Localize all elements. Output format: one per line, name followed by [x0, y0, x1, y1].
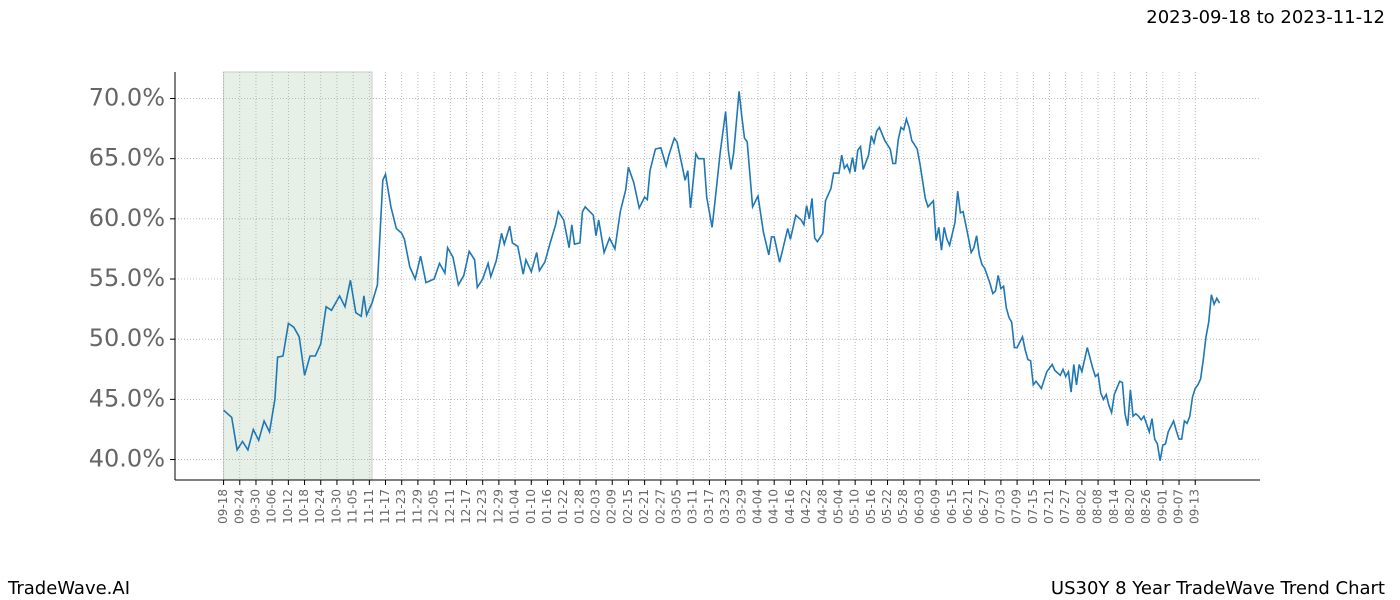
x-tick-label: 01-22	[556, 489, 570, 524]
x-tick-label: 08-26	[1139, 489, 1153, 524]
y-tick-label: 50.0%	[89, 324, 165, 352]
x-tick-label: 11-29	[410, 489, 424, 524]
x-tick-label: 04-04	[750, 489, 764, 524]
x-tick-label: 10-18	[297, 489, 311, 524]
x-tick-label: 06-27	[977, 489, 991, 524]
y-tick-label: 40.0%	[89, 445, 165, 473]
y-tick-label: 65.0%	[89, 144, 165, 172]
x-tick-label: 07-03	[993, 489, 1007, 524]
x-tick-label: 03-23	[718, 489, 732, 524]
x-tick-label: 07-27	[1058, 489, 1072, 524]
x-tick-label: 06-09	[929, 489, 943, 524]
x-tick-label: 04-16	[783, 489, 797, 524]
x-tick-label: 09-18	[216, 489, 230, 524]
y-tick-label: 70.0%	[89, 83, 165, 111]
x-tick-label: 10-24	[313, 489, 327, 524]
x-tick-label: 07-15	[1026, 489, 1040, 524]
x-tick-label: 12-17	[459, 489, 473, 524]
x-tick-label: 09-24	[232, 489, 246, 524]
x-tick-label: 02-03	[589, 489, 603, 524]
x-tick-label: 12-23	[475, 489, 489, 524]
x-tick-label: 08-14	[1107, 489, 1121, 524]
x-tick-label: 10-06	[265, 489, 279, 524]
x-tick-label: 07-21	[1042, 489, 1056, 524]
x-tick-label: 05-16	[864, 489, 878, 524]
x-tick-label: 08-02	[1074, 489, 1088, 524]
x-tick-label: 12-29	[491, 489, 505, 524]
x-tick-label: 06-15	[945, 489, 959, 524]
x-tick-label: 01-16	[540, 489, 554, 524]
footer-left: TradeWave.AI	[7, 578, 130, 599]
x-tick-label: 12-11	[443, 489, 457, 524]
x-tick-label: 02-15	[621, 489, 635, 524]
y-tick-label: 55.0%	[89, 264, 165, 292]
trend-line	[223, 91, 1221, 461]
x-tick-label: 11-11	[362, 489, 376, 524]
chart-title: 2023-09-18 to 2023-11-12	[1146, 7, 1385, 28]
x-tick-label: 01-10	[524, 489, 538, 524]
y-tick-label: 45.0%	[89, 384, 165, 412]
x-tick-label: 05-10	[848, 489, 862, 524]
x-tick-label: 06-03	[912, 489, 926, 524]
x-tick-label: 10-30	[329, 489, 343, 524]
x-tick-label: 05-28	[896, 489, 910, 524]
plot-area: 40.0% 45.0% 50.0% 55.0% 60.0% 65.0% 70.0% 09-18…	[89, 71, 1260, 524]
x-tick-label: 03-05	[670, 489, 684, 524]
x-tick-label: 02-27	[653, 489, 667, 524]
x-tick-label: 04-10	[767, 489, 781, 524]
footer-right: US30Y 8 Year TradeWave Trend Chart	[1051, 578, 1385, 599]
highlight-band	[223, 71, 373, 481]
x-tick-label: 03-11	[686, 489, 700, 524]
x-tick-label: 01-04	[508, 489, 522, 524]
x-tick-label: 08-08	[1091, 489, 1105, 524]
x-tick-label: 02-09	[605, 489, 619, 524]
x-tick-label: 09-30	[248, 489, 262, 524]
x-tick-label: 04-28	[815, 489, 829, 524]
x-tick-label: 06-21	[961, 489, 975, 524]
x-tick-label: 05-04	[831, 489, 845, 524]
x-tick-label: 04-22	[799, 489, 813, 524]
x-tick-label: 09-01	[1155, 489, 1169, 524]
x-tick-label: 07-09	[1010, 489, 1024, 524]
x-tick-label: 08-20	[1123, 489, 1137, 524]
x-tick-label: 11-05	[346, 489, 360, 524]
x-tick-label: 11-17	[378, 489, 392, 524]
x-tick-label: 10-12	[281, 489, 295, 524]
x-tick-label: 12-05	[427, 489, 441, 524]
x-tick-label: 05-22	[880, 489, 894, 524]
x-tick-label: 09-07	[1172, 489, 1186, 524]
x-tick-label: 01-28	[572, 489, 586, 524]
y-tick-label: 60.0%	[89, 204, 165, 232]
x-tick-label: 09-13	[1188, 489, 1202, 524]
x-tick-label: 02-21	[637, 489, 651, 524]
x-tick-label: 03-29	[734, 489, 748, 524]
x-tick-label: 03-17	[702, 489, 716, 524]
x-tick-label: 11-23	[394, 489, 408, 524]
